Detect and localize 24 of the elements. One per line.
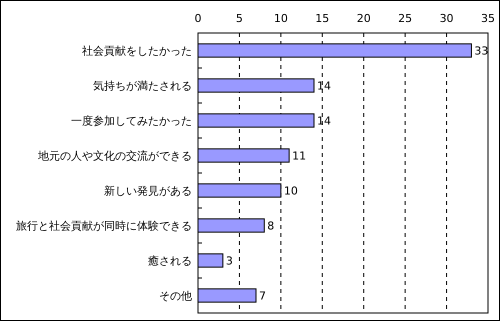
y-tick-label: 旅行と社会貢献が同時に体験できる [16,220,192,232]
data-label: 10 [284,184,298,198]
y-tick-label: 新しい発見がある [104,184,192,198]
data-label: 14 [317,114,331,128]
x-tick-label: 0 [194,12,202,25]
data-label: 8 [267,220,274,232]
x-tick-label: 15 [315,12,330,25]
y-tick-label: 一度参加してみたかった [71,114,192,128]
y-tick-label: 地元の人や文化の交流ができる [37,150,192,162]
y-tick-label: 社会貢献をしたかった [82,44,192,58]
x-tick-label: 30 [440,12,454,25]
data-label: 14 [317,80,331,92]
data-label: 3 [226,254,233,268]
data-label: 11 [292,150,306,162]
y-tick-label: 癒される [148,254,192,268]
y-tick-label: 気持ちが満たされる [93,80,192,92]
x-tick-label: 35 [481,12,495,25]
x-tick-label: 20 [356,12,371,25]
x-tick-label: 25 [398,12,412,25]
data-label: 7 [259,290,266,302]
x-tick-label: 5 [236,12,243,25]
y-tick-label: その他 [159,290,192,302]
x-tick-label: 10 [274,12,288,25]
data-label: 33 [474,44,488,58]
